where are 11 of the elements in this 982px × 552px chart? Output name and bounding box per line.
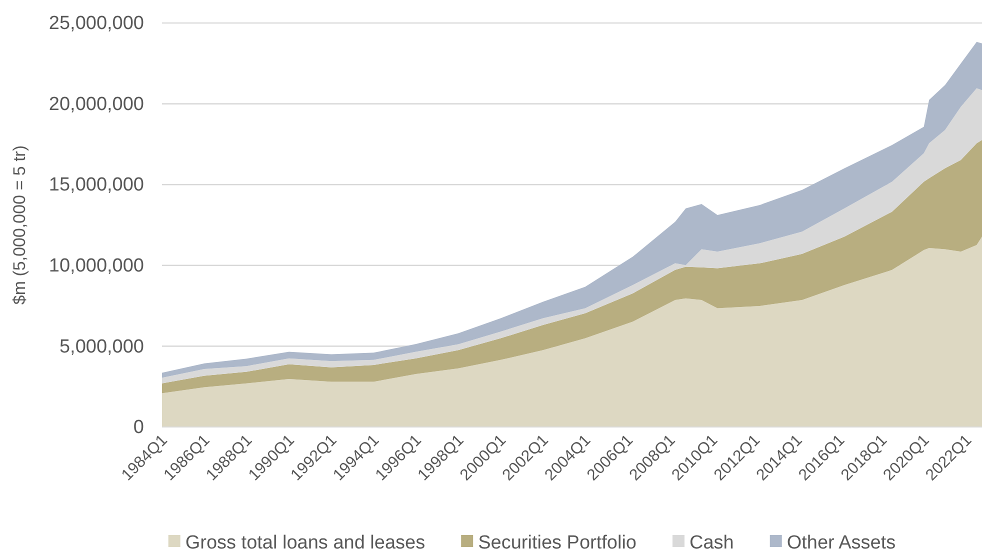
y-tick-label: 15,000,000 <box>48 174 144 196</box>
legend-label: Gross total loans and leases <box>185 532 426 552</box>
y-tick-label: 0 <box>133 417 144 438</box>
legend-label: Securities Portfolio <box>478 532 637 552</box>
y-tick-label: 5,000,000 <box>59 336 144 358</box>
legend-label: Other Assets <box>786 532 896 552</box>
y-tick-label: 10,000,000 <box>48 255 144 276</box>
y-axis-title: $m (5,000,000 = 5 tr) <box>10 145 29 305</box>
y-tick-label: 25,000,000 <box>48 13 144 34</box>
legend-label: Cash <box>690 532 734 552</box>
y-tick-label: 20,000,000 <box>48 94 144 115</box>
